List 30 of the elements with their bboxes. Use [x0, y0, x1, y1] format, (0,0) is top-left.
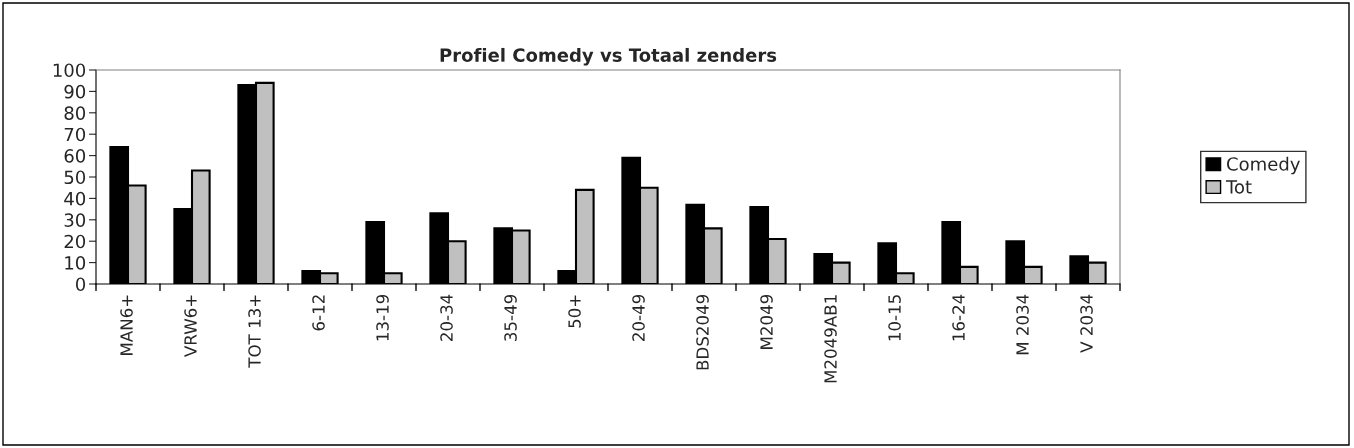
x-tick-label: 20-49: [632, 294, 645, 341]
x-tick-label: 16-24: [952, 294, 965, 341]
x-tick-label: 50+: [568, 295, 581, 328]
x-tick-label: M2049AB1: [824, 295, 837, 383]
x-tick-label: 20-34: [440, 294, 453, 341]
legend-label: Comedy: [1227, 156, 1300, 175]
legend-label: Tot: [1225, 180, 1252, 194]
x-tick-label: MAN6+: [120, 295, 133, 355]
y-tick-label: 20: [64, 234, 86, 249]
y-tick-label: 90: [64, 84, 86, 99]
y-tick-label: 40: [64, 191, 86, 206]
y-tick-label: 100: [53, 63, 86, 78]
y-tick-label: 70: [64, 127, 86, 142]
x-tick-label: VRW6+: [184, 295, 197, 357]
y-tick-label: 10: [65, 256, 86, 270]
y-tick-label: 60: [64, 149, 86, 163]
x-tick-label: BDS2049: [696, 294, 709, 370]
x-tick-label: 35-49: [504, 294, 517, 341]
x-tick-label: TOT 13+: [248, 295, 261, 368]
x-tick-label: M2049: [760, 294, 773, 349]
y-tick-label: 50: [64, 170, 86, 185]
y-tick-label: 30: [64, 213, 86, 227]
y-tick-label: 80: [64, 106, 86, 120]
y-tick-label: 0: [75, 277, 86, 292]
x-tick-label: 6-12: [312, 295, 325, 331]
x-tick-label: M 2034: [1016, 294, 1029, 355]
x-tick-label: 13-19: [376, 294, 389, 341]
x-tick-label: 10-15: [888, 295, 901, 341]
chart-title: Profiel Comedy vs Totaal zenders: [440, 47, 777, 66]
x-tick-label: V 2034: [1080, 294, 1093, 353]
